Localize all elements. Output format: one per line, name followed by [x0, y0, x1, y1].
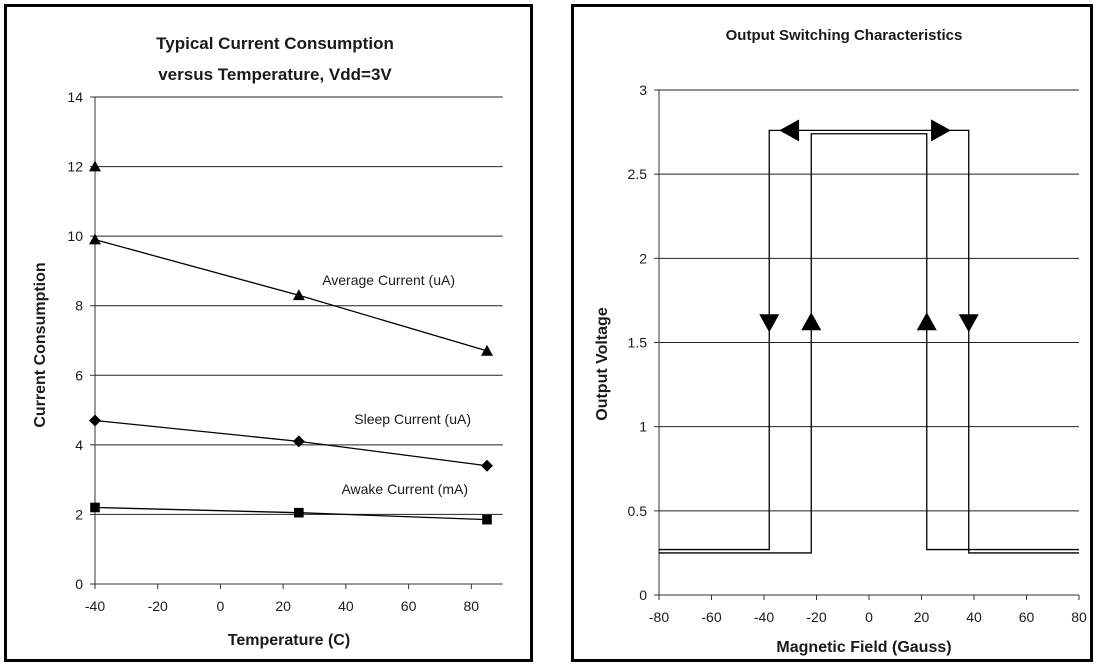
arrow-right-5 [931, 119, 951, 142]
y-tick-label: 1 [639, 419, 647, 435]
y-axis-label: Current Consumption [32, 262, 49, 427]
arrow-left-4 [779, 119, 800, 142]
data-point-square [482, 514, 492, 525]
plot-area: 0 0.5 1 1.5 2 2.5 3 -80 -60 -40 -20 0 20 40 60 80 [628, 82, 1087, 625]
y-tick-label: 2.5 [628, 166, 648, 182]
y-tick-label: 10 [67, 228, 83, 244]
x-tick-label: 60 [401, 598, 417, 614]
x-tick-label: 80 [464, 598, 480, 614]
series-label-sleep-current: Sleep Current (uA) [354, 411, 471, 427]
chart-title: Output Switching Characteristics [726, 27, 963, 44]
x-tick-label: -40 [754, 609, 774, 625]
data-point-diamond [481, 459, 493, 472]
series-line-1 [94, 419, 488, 467]
x-tick-label: 20 [275, 598, 291, 614]
x-tick-label: 40 [966, 609, 982, 625]
x-tick-label: -80 [649, 609, 669, 625]
y-tick-label: 2 [75, 506, 83, 522]
data-point-square [90, 502, 100, 513]
data-point-triangle [481, 344, 493, 356]
plot-area: 0 2 4 6 8 10 12 14 -40 -20 0 20 40 60 80 [67, 89, 503, 614]
x-tick-label: -40 [85, 598, 105, 614]
arrow-up-2 [916, 312, 937, 331]
x-axis-label: Magnetic Field (Gauss) [776, 639, 951, 656]
y-tick-label: 2 [639, 250, 647, 266]
y-tick-label: 1.5 [628, 335, 648, 351]
series-label-average-current: Average Current (uA) [322, 272, 455, 288]
hysteresis-path-1 [659, 133, 1079, 554]
series-line-0 [94, 238, 488, 352]
x-tick-label: 20 [914, 609, 930, 625]
arrow-down-0 [759, 314, 780, 333]
data-point-triangle [89, 160, 101, 172]
y-tick-label: 6 [75, 367, 83, 383]
x-tick-label: -20 [148, 598, 168, 614]
y-tick-label: 14 [67, 89, 83, 105]
chart-title-line-2: versus Temperature, Vdd=3V [158, 65, 392, 84]
hysteresis-path-0 [659, 129, 1079, 554]
y-axis-label: Output Voltage [594, 307, 611, 421]
y-tick-label: 0 [75, 576, 83, 592]
data-point-diamond [292, 435, 305, 448]
data-point-triangle [292, 289, 305, 301]
output-switching-chart: Output Switching Characteristics Magneti… [594, 27, 1087, 656]
arrow-up-1 [801, 312, 822, 331]
y-tick-label: 12 [67, 159, 83, 175]
y-tick-label: 3 [639, 82, 647, 98]
y-tick-label: 0 [639, 587, 647, 603]
x-tick-label: -20 [806, 609, 826, 625]
x-tick-label: 0 [217, 598, 225, 614]
current-consumption-chart: Typical Current Consumption versus Tempe… [32, 34, 503, 649]
y-tick-label: 4 [75, 437, 83, 453]
data-point-triangle [89, 233, 101, 245]
y-tick-label: 8 [75, 298, 83, 314]
current-consumption-panel: Typical Current Consumption versus Tempe… [4, 4, 533, 662]
x-tick-label: 0 [865, 609, 873, 625]
data-point-diamond [89, 414, 101, 427]
x-tick-label: 80 [1071, 609, 1087, 625]
x-axis-label: Temperature (C) [228, 632, 350, 649]
data-point-square [294, 507, 304, 518]
x-tick-label: -60 [701, 609, 721, 625]
x-tick-label: 40 [338, 598, 354, 614]
series-label-awake-current: Awake Current (mA) [341, 481, 468, 497]
arrow-down-3 [958, 314, 979, 333]
output-switching-panel: Output Switching Characteristics Magneti… [571, 4, 1093, 662]
x-tick-label: 60 [1019, 609, 1035, 625]
chart-title-line-1: Typical Current Consumption [156, 34, 394, 53]
series-line-2 [94, 506, 488, 521]
y-tick-label: 0.5 [628, 503, 648, 519]
